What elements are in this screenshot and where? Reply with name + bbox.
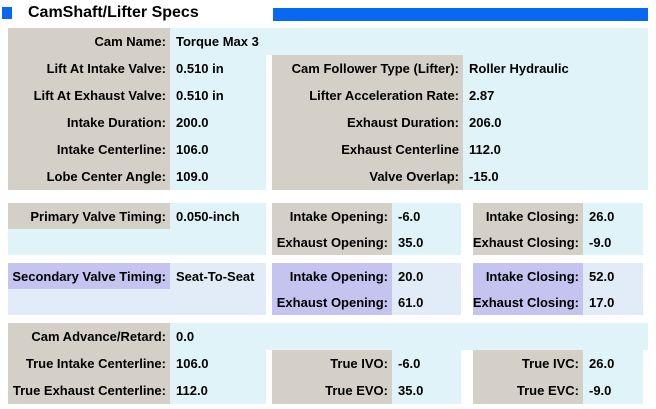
- section-true-timing: Cam Advance/Retard: 0.0 True Intake Cent…: [8, 323, 656, 404]
- true-evo-label: True EVO:: [272, 377, 392, 404]
- primary-exhaust-closing-label: Exhaust Closing:: [473, 229, 583, 255]
- blue-square-icon: [2, 7, 12, 19]
- panel-title: CamShaft/Lifter Specs: [28, 4, 199, 21]
- secondary-exhaust-opening-value[interactable]: 61.0: [392, 289, 461, 315]
- primary-intake-closing-label: Intake Closing:: [473, 203, 583, 229]
- row-lobe-overlap: Lobe Center Angle: 109.0 Valve Overlap: …: [8, 163, 656, 190]
- secondary-intake-opening-value[interactable]: 20.0: [392, 263, 461, 289]
- cam-follower-type-value[interactable]: Roller Hydraulic: [463, 55, 648, 82]
- secondary-exhaust-closing-label: Exhaust Closing:: [473, 289, 583, 315]
- lift-exhaust-label: Lift At Exhaust Valve:: [8, 82, 170, 109]
- lobe-center-angle-value[interactable]: 109.0: [170, 163, 266, 190]
- true-exhaust-centerline-value[interactable]: 112.0: [170, 377, 266, 404]
- intake-duration-value[interactable]: 200.0: [170, 109, 266, 136]
- lift-intake-value[interactable]: 0.510 in: [170, 55, 266, 82]
- intake-centerline-value[interactable]: 106.0: [170, 136, 266, 163]
- true-ivc-value[interactable]: 26.0: [583, 350, 643, 377]
- primary-exhaust-closing-value[interactable]: -9.0: [583, 229, 643, 255]
- secondary-intake-closing-value[interactable]: 52.0: [583, 263, 643, 289]
- exhaust-centerline-value[interactable]: 112.0: [463, 136, 648, 163]
- secondary-intake-closing-label: Intake Closing:: [473, 263, 583, 289]
- row-lift-exhaust: Lift At Exhaust Valve: 0.510 in Lifter A…: [8, 82, 656, 109]
- true-evc-value[interactable]: -9.0: [583, 377, 643, 404]
- true-ivo-value[interactable]: -6.0: [392, 350, 461, 377]
- true-evo-value[interactable]: 35.0: [392, 377, 461, 404]
- header-accent-bar: [273, 8, 648, 21]
- primary-valve-timing-value[interactable]: 0.050-inch: [170, 203, 266, 229]
- section-primary-valve-timing: Primary Valve Timing: 0.050-inch Intake …: [8, 203, 656, 255]
- primary-valve-timing-label: Primary Valve Timing:: [8, 203, 170, 229]
- lift-intake-label: Lift At Intake Valve:: [8, 55, 170, 82]
- row-secondary-closing: Exhaust Opening: 61.0 Exhaust Closing: 1…: [8, 289, 656, 315]
- true-exhaust-centerline-label: True Exhaust Centerline:: [8, 377, 170, 404]
- true-intake-centerline-label: True Intake Centerline:: [8, 350, 170, 377]
- valve-overlap-value[interactable]: -15.0: [463, 163, 648, 190]
- primary-spacer: [8, 229, 266, 255]
- section-secondary-valve-timing: Secondary Valve Timing: Seat-To-Seat Int…: [8, 263, 656, 315]
- row-true-intake: True Intake Centerline: 106.0 True IVO: …: [8, 350, 656, 377]
- cam-follower-type-label: Cam Follower Type (Lifter):: [272, 55, 463, 82]
- true-evc-label: True EVC:: [473, 377, 583, 404]
- primary-exhaust-opening-label: Exhaust Opening:: [272, 229, 392, 255]
- intake-centerline-label: Intake Centerline:: [8, 136, 170, 163]
- row-primary-closing: Exhaust Opening: 35.0 Exhaust Closing: -…: [8, 229, 656, 255]
- true-ivc-label: True IVC:: [473, 350, 583, 377]
- valve-overlap-label: Valve Overlap:: [272, 163, 463, 190]
- lobe-center-angle-label: Lobe Center Angle:: [8, 163, 170, 190]
- true-intake-centerline-value[interactable]: 106.0: [170, 350, 266, 377]
- primary-intake-closing-value[interactable]: 26.0: [583, 203, 643, 229]
- secondary-spacer: [8, 289, 266, 315]
- section-cam-specs: Cam Name: Torque Max 3 Lift At Intake Va…: [8, 28, 656, 190]
- row-cam-name: Cam Name: Torque Max 3: [8, 28, 656, 55]
- cam-name-label: Cam Name:: [8, 28, 170, 55]
- row-duration: Intake Duration: 200.0 Exhaust Duration:…: [8, 109, 656, 136]
- lift-exhaust-value[interactable]: 0.510 in: [170, 82, 266, 109]
- secondary-exhaust-opening-label: Exhaust Opening:: [272, 289, 392, 315]
- cam-advance-retard-value[interactable]: 0.0: [170, 323, 648, 350]
- exhaust-duration-value[interactable]: 206.0: [463, 109, 648, 136]
- row-true-exhaust: True Exhaust Centerline: 112.0 True EVO:…: [8, 377, 656, 404]
- secondary-exhaust-closing-value[interactable]: 17.0: [583, 289, 643, 315]
- exhaust-centerline-label: Exhaust Centerline: [272, 136, 463, 163]
- row-primary-opening: Primary Valve Timing: 0.050-inch Intake …: [8, 203, 656, 229]
- lifter-accel-rate-label: Lifter Acceleration Rate:: [272, 82, 463, 109]
- secondary-valve-timing-value[interactable]: Seat-To-Seat: [170, 263, 266, 289]
- primary-intake-opening-label: Intake Opening:: [272, 203, 392, 229]
- primary-exhaust-opening-value[interactable]: 35.0: [392, 229, 461, 255]
- row-secondary-opening: Secondary Valve Timing: Seat-To-Seat Int…: [8, 263, 656, 289]
- secondary-valve-timing-label: Secondary Valve Timing:: [8, 263, 170, 289]
- secondary-intake-opening-label: Intake Opening:: [272, 263, 392, 289]
- true-ivo-label: True IVO:: [272, 350, 392, 377]
- primary-intake-opening-value[interactable]: -6.0: [392, 203, 461, 229]
- row-centerline: Intake Centerline: 106.0 Exhaust Centerl…: [8, 136, 656, 163]
- cam-name-value[interactable]: Torque Max 3: [170, 28, 648, 55]
- lifter-accel-rate-value[interactable]: 2.87: [463, 82, 648, 109]
- row-cam-advance: Cam Advance/Retard: 0.0: [8, 323, 656, 350]
- panel-header: CamShaft/Lifter Specs: [0, 0, 656, 28]
- cam-advance-retard-label: Cam Advance/Retard:: [8, 323, 170, 350]
- exhaust-duration-label: Exhaust Duration:: [272, 109, 463, 136]
- row-lift-intake: Lift At Intake Valve: 0.510 in Cam Follo…: [8, 55, 656, 82]
- intake-duration-label: Intake Duration:: [8, 109, 170, 136]
